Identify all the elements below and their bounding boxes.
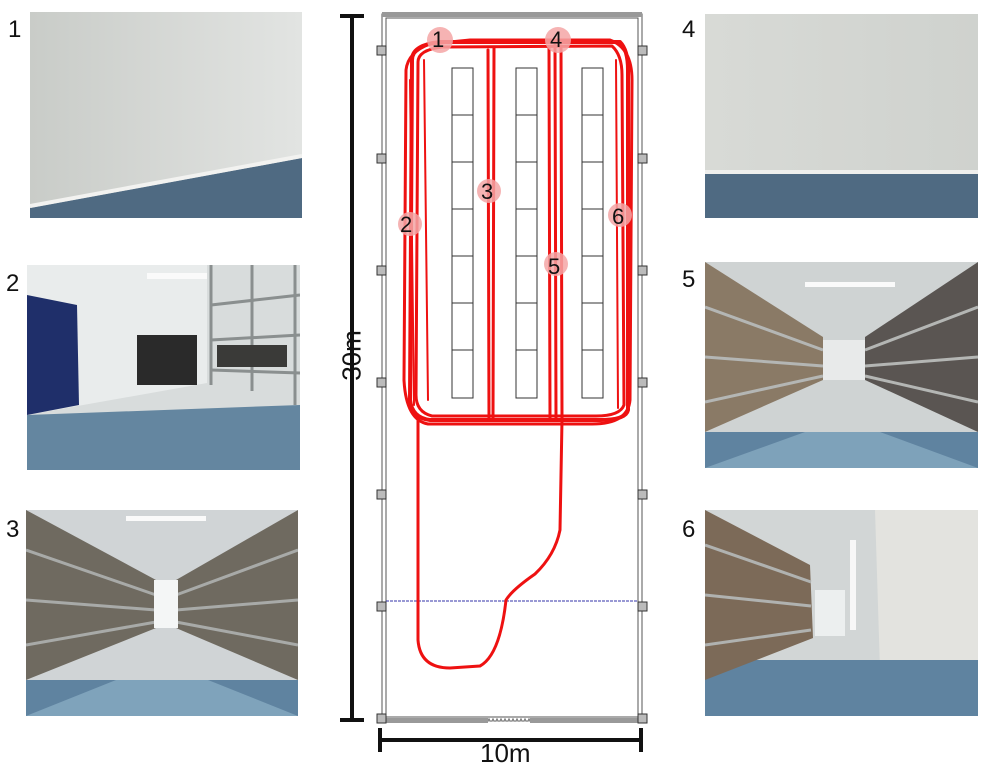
photo-number-2: 2 xyxy=(6,270,20,297)
map-marker-6: 6 xyxy=(612,204,624,229)
height-scale-bar xyxy=(340,14,364,722)
width-scale-bar xyxy=(378,728,643,752)
height-scale-label: 30m xyxy=(336,330,367,381)
photo-5 xyxy=(705,262,978,468)
photo-number-5: 5 xyxy=(682,266,696,293)
map-marker-3: 3 xyxy=(481,179,493,204)
photo-number-1: 1 xyxy=(8,16,22,43)
shelf-racks xyxy=(451,67,604,399)
bottom-wall-left xyxy=(382,718,488,723)
photo-1 xyxy=(30,12,302,218)
map-marker-1: 1 xyxy=(432,27,444,52)
map-marker-2: 2 xyxy=(400,212,412,237)
photo-3 xyxy=(26,510,298,716)
photo-2 xyxy=(27,265,300,470)
robot-trajectory xyxy=(402,38,634,670)
photo-number-3: 3 xyxy=(6,516,20,543)
bottom-wall-right xyxy=(530,718,642,723)
width-scale-label: 10m xyxy=(480,738,531,768)
photo-6 xyxy=(705,510,978,716)
photo-number-6: 6 xyxy=(682,516,696,543)
photo-number-4: 4 xyxy=(682,16,696,43)
marker-highlights xyxy=(398,27,632,276)
map-marker-5: 5 xyxy=(548,254,560,279)
photo-4 xyxy=(705,14,978,218)
map-marker-4: 4 xyxy=(550,27,562,52)
pillars xyxy=(376,45,648,724)
top-wall xyxy=(382,12,642,17)
